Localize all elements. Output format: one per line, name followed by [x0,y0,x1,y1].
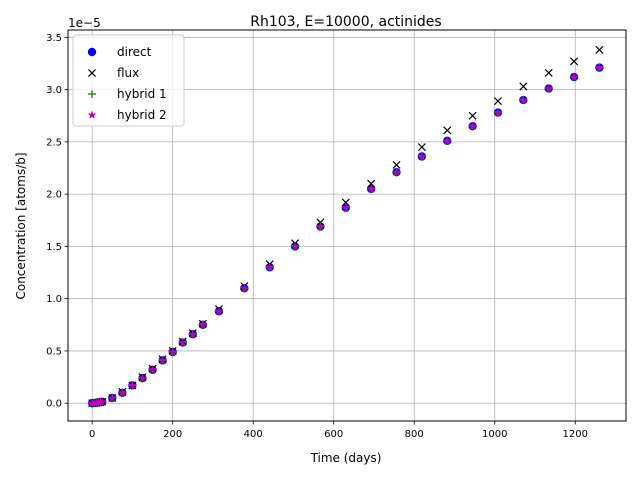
y-tick-label: 0.5 [46,346,62,357]
y-tick-label: 3.0 [46,85,62,96]
data-point [118,388,127,397]
data-point [519,82,528,91]
legend-box [72,34,185,127]
x-tick-label: 200 [163,429,182,440]
data-point [443,126,452,135]
x-axis-label: Time (days) [310,451,382,465]
x-tick-label: 600 [324,429,343,440]
data-point [468,111,477,120]
data-point [544,84,553,93]
x-tick-label: 1200 [563,429,588,440]
data-point [544,68,553,77]
data-point [158,355,167,364]
legend-marker [87,68,97,78]
data-point [392,167,401,176]
y-tick-label: 2.5 [46,137,62,148]
y-axis-label: Concentration [atoms/b] [14,152,28,299]
legend-label: direct [117,45,152,59]
x-tick-label: 400 [244,429,263,440]
data-point [595,45,604,54]
data-point [198,320,208,329]
legend-marker [87,110,97,119]
data-point [128,380,137,390]
grid-lines [68,30,626,421]
y-tick-label: 1.0 [46,294,62,305]
data-point [417,152,427,161]
data-point [178,338,188,347]
data-point [168,347,177,356]
data-point [570,57,579,66]
y-offset-text: 1e−5 [68,16,101,30]
data-point [367,179,376,188]
series-hybrid-2 [87,63,604,407]
data-point [138,373,147,382]
y-tick-label: 0.0 [46,399,62,410]
data-point [97,397,107,406]
data-point [468,121,477,130]
data-point [341,198,350,207]
data-point [519,95,528,104]
chart-title: Rh103, E=10000, actinides [250,14,441,30]
plot-area [67,29,627,422]
legend-marker [88,90,96,98]
y-axis: 0.0 0.5 1.0 1.5 2.0 2.5 3.0 3.5 [46,33,68,410]
legend-marker [87,47,97,57]
data-point [341,203,351,212]
data-point [188,329,198,338]
data-point [366,184,376,193]
data-points [87,45,604,408]
y-tick-label: 1.5 [46,242,62,253]
legend-label: flux [117,66,139,80]
data-point [392,160,401,169]
x-tick-label: 0 [89,429,95,440]
x-tick-label: 1000 [482,429,507,440]
y-tick-label: 2.0 [46,190,62,201]
legend-label: hybrid 2 [117,108,167,122]
data-point [265,262,274,271]
data-point [214,306,224,315]
data-point [493,97,502,106]
data-point [148,365,157,374]
y-tick-label: 3.5 [46,33,62,44]
legend: direct flux hybrid 1 hybrid 2 [72,34,185,127]
x-axis: 0 200 400 600 800 1000 1200 [89,421,588,440]
data-point [493,108,503,117]
data-point [316,222,325,231]
data-point [569,72,579,81]
data-point [108,393,117,402]
legend-label: hybrid 1 [117,87,167,101]
data-point [240,283,249,292]
data-point [290,241,300,251]
data-point [417,143,426,152]
data-point [442,136,452,145]
data-point [595,63,604,72]
x-tick-label: 800 [405,429,424,440]
